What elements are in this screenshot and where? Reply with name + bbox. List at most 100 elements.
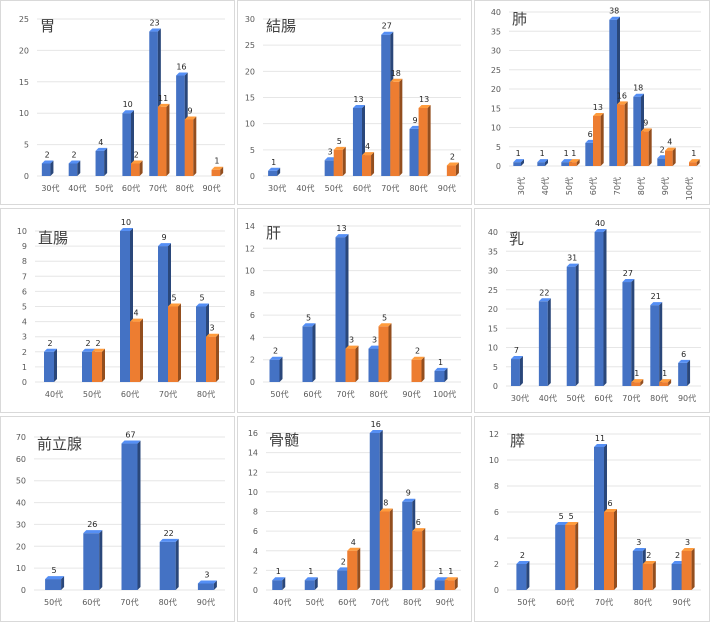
bar-front bbox=[184, 119, 194, 176]
y-tick-label: 4 bbox=[253, 547, 258, 556]
data-label: 38 bbox=[609, 7, 619, 16]
bar-top bbox=[82, 348, 95, 352]
x-tick-label: 70代 bbox=[612, 177, 622, 195]
bar-top bbox=[68, 160, 81, 164]
chart-panel-breast: 0 5 10 15 20 25 30 35 40 乳 7 30代 22 40代 31 50代 40 60代 27 1 7… bbox=[474, 208, 710, 413]
bar-side bbox=[648, 128, 652, 166]
bar bbox=[335, 234, 349, 382]
data-label: 1 bbox=[214, 157, 219, 166]
bar-top bbox=[335, 234, 349, 238]
bar-top bbox=[681, 548, 695, 551]
bar bbox=[642, 561, 656, 590]
bar-top bbox=[617, 101, 628, 105]
bar-top bbox=[44, 348, 57, 352]
y-tick-label: 0 bbox=[21, 586, 26, 595]
x-tick-label: 40代 bbox=[540, 177, 550, 195]
bar bbox=[622, 279, 635, 386]
bar-side bbox=[399, 78, 403, 176]
bar-front bbox=[689, 162, 697, 166]
data-label: 31 bbox=[567, 254, 577, 263]
y-tick-label: 50 bbox=[16, 477, 26, 486]
y-tick-label: 60 bbox=[16, 455, 26, 464]
data-label: 13 bbox=[353, 95, 363, 104]
bar-front bbox=[594, 447, 604, 590]
bar-front bbox=[83, 533, 100, 590]
y-tick-label: 30 bbox=[245, 15, 255, 24]
bar-front bbox=[41, 163, 51, 176]
bar bbox=[444, 577, 458, 590]
bar-side bbox=[687, 359, 691, 386]
data-label: 1 bbox=[438, 358, 443, 367]
bar-top bbox=[689, 159, 700, 163]
bar-top bbox=[122, 110, 134, 114]
bar-top bbox=[83, 530, 103, 534]
bar-top bbox=[593, 112, 604, 116]
data-label: 18 bbox=[633, 84, 643, 93]
chart-title: 結腸 bbox=[266, 17, 296, 35]
bar-front bbox=[566, 266, 576, 386]
data-label: 16 bbox=[617, 91, 627, 100]
bar-top bbox=[352, 104, 365, 108]
bar-top bbox=[604, 509, 617, 512]
y-tick-label: 2 bbox=[253, 566, 258, 575]
data-label: 1 bbox=[540, 149, 545, 158]
y-tick-label: 35 bbox=[488, 247, 498, 256]
data-label: 3 bbox=[328, 147, 333, 156]
bar bbox=[121, 440, 141, 590]
chart-panel-rectum: 0 1 2 3 4 5 6 7 8 9 10 直腸 2 40代 2 2 50代 10 4 60代 9 5 70代 5 3 80代 bbox=[0, 208, 235, 413]
bar-top bbox=[269, 356, 283, 360]
bar bbox=[168, 303, 181, 382]
bar-side bbox=[388, 323, 392, 382]
data-label: 2 bbox=[450, 153, 455, 162]
bar-front bbox=[633, 96, 641, 166]
bar bbox=[92, 348, 105, 382]
bar-top bbox=[272, 577, 286, 581]
bar-side bbox=[444, 367, 448, 382]
bar bbox=[379, 508, 393, 590]
bar-front bbox=[120, 231, 130, 382]
bar-front bbox=[537, 162, 545, 166]
bar-front bbox=[345, 348, 356, 382]
bar-front bbox=[269, 359, 280, 382]
bar-top bbox=[130, 318, 143, 322]
data-label: 4 bbox=[667, 138, 672, 147]
bar-front bbox=[446, 165, 456, 176]
bar-top bbox=[345, 345, 359, 349]
x-tick-label: 90代 bbox=[678, 393, 696, 403]
data-label: 1 bbox=[308, 567, 313, 576]
bar bbox=[665, 147, 676, 166]
chart-title: 膵 bbox=[510, 432, 525, 450]
x-tick-label: 50代 bbox=[567, 393, 585, 403]
x-tick-label: 40代 bbox=[539, 393, 557, 403]
bar-side bbox=[526, 561, 530, 590]
data-label: 23 bbox=[149, 19, 159, 28]
bar-front bbox=[513, 162, 521, 166]
bar-front bbox=[121, 443, 138, 590]
bar-side bbox=[131, 110, 134, 176]
bar-top bbox=[390, 78, 403, 82]
bar-top bbox=[633, 93, 644, 97]
y-tick-label: 35 bbox=[491, 27, 501, 36]
bar bbox=[594, 229, 607, 386]
bar-front bbox=[402, 501, 413, 590]
bar-front bbox=[95, 150, 105, 176]
bar-front bbox=[378, 326, 389, 382]
x-tick-label: 50代 bbox=[83, 389, 101, 399]
bar-top bbox=[444, 577, 458, 581]
bar bbox=[362, 152, 375, 176]
y-tick-label: 5 bbox=[493, 363, 498, 372]
y-tick-label: 10 bbox=[245, 267, 255, 276]
y-tick-label: 5 bbox=[496, 143, 501, 152]
x-tick-label: 60代 bbox=[338, 597, 356, 607]
y-tick-label: 0 bbox=[496, 162, 501, 171]
bar-front bbox=[159, 541, 176, 590]
bar-front bbox=[362, 155, 372, 176]
bar-top bbox=[561, 159, 572, 163]
bar-front bbox=[122, 113, 131, 176]
data-label: 1 bbox=[662, 369, 667, 378]
x-tick-label: 90代 bbox=[438, 183, 456, 193]
y-tick-label: 40 bbox=[491, 8, 501, 17]
bar-top bbox=[92, 348, 105, 352]
bar bbox=[272, 577, 286, 590]
